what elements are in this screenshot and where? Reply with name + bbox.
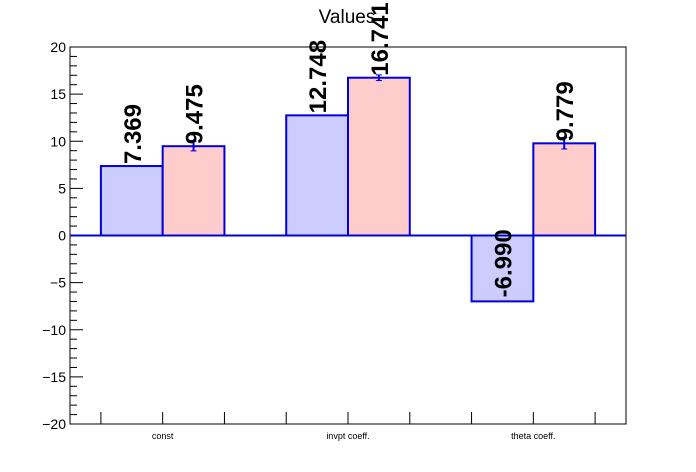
- y-tick-label: 5: [58, 180, 66, 196]
- bar-value-label: 9.779: [552, 81, 579, 141]
- bar-value-label: 16.741: [367, 2, 394, 75]
- x-category-label: invpt coeff.: [326, 431, 369, 441]
- y-tick-label: −15: [42, 369, 66, 385]
- bar-value-label: -6.990: [490, 229, 517, 297]
- y-tick-label: 10: [50, 133, 66, 149]
- y-tick-label: 15: [50, 86, 66, 102]
- bar-value-label: 12.748: [305, 40, 332, 113]
- y-tick-label: 0: [58, 228, 66, 244]
- bar: [532, 142, 597, 237]
- bar-value-label: 9.475: [182, 84, 209, 144]
- y-tick-label: −20: [42, 416, 66, 432]
- y-tick-label: −10: [42, 322, 66, 338]
- bar-value-label: 7.369: [120, 104, 147, 164]
- bar: [470, 234, 535, 303]
- x-axis: const invpt coeff. theta coeff.: [100, 412, 596, 441]
- chart-title: Values: [319, 7, 376, 28]
- data-labels-group: 7.369 9.475 12.748 16.741 -6.990 9.779: [120, 2, 579, 297]
- x-category-label: theta coeff.: [511, 431, 555, 441]
- y-tick-label: 20: [50, 39, 66, 55]
- bar-series-group: [99, 74, 597, 303]
- bar: [347, 76, 411, 237]
- bar: [285, 114, 350, 237]
- x-category-label: const: [152, 431, 174, 441]
- y-tick-label: −5: [50, 275, 66, 291]
- bar: [161, 145, 226, 237]
- y-axis: −20 −15 −10 −5 0 5 10 15 20: [42, 39, 83, 432]
- bar: [99, 165, 164, 237]
